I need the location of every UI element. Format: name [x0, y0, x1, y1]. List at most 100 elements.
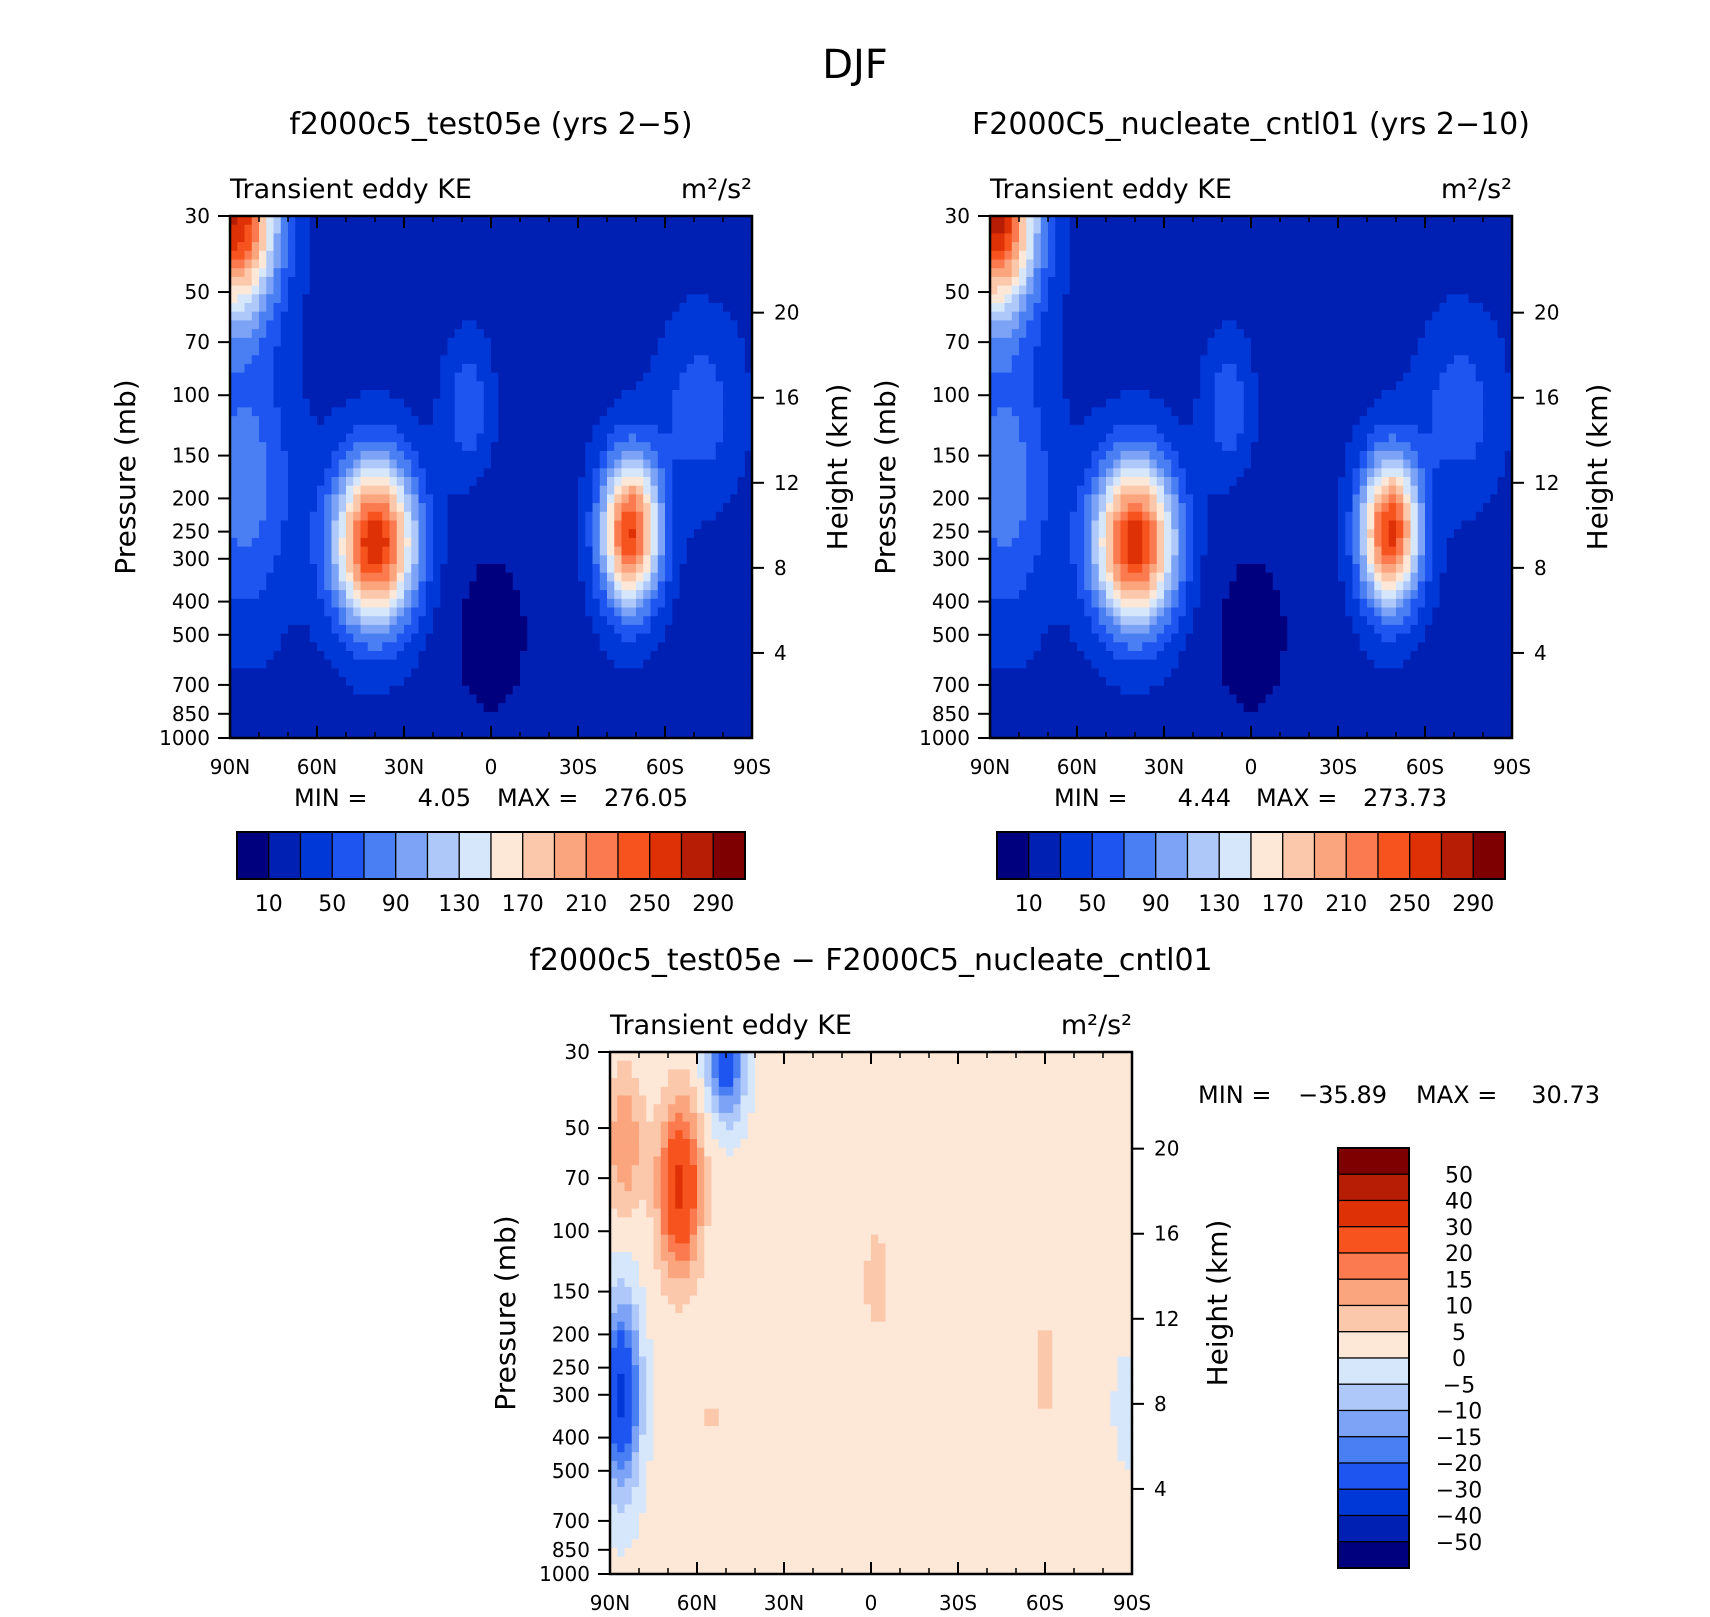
- field-cell: [1403, 250, 1412, 261]
- field-cell: [636, 694, 644, 704]
- field-cell: [570, 303, 579, 313]
- field-cell: [744, 268, 753, 278]
- field-cell: [686, 433, 695, 443]
- field-cell: [1367, 242, 1375, 252]
- field-cell: [382, 363, 391, 374]
- field-cell: [498, 259, 507, 269]
- field-cell: [309, 659, 318, 669]
- field-cell: [483, 468, 492, 478]
- field-cell: [665, 442, 673, 452]
- field-cell: [1446, 259, 1455, 269]
- field-cell: [672, 381, 681, 391]
- field-cell: [447, 216, 456, 226]
- field-cell: [686, 511, 695, 522]
- field-cell: [737, 233, 746, 243]
- field-cell: [556, 337, 565, 348]
- field-cell: [599, 529, 608, 539]
- field-cell: [650, 720, 659, 730]
- field-cell: [628, 616, 637, 626]
- field-cell: [454, 546, 463, 556]
- field-cell: [498, 337, 507, 348]
- field-cell: [585, 276, 594, 287]
- field-cell: [375, 294, 383, 304]
- field-cell: [679, 311, 688, 321]
- field-cell: [556, 633, 565, 643]
- field-cell: [1475, 250, 1484, 261]
- field-cell: [534, 355, 543, 365]
- field-cell: [592, 651, 601, 661]
- field-cell: [744, 485, 753, 495]
- field-cell: [454, 729, 463, 739]
- field-cell: [1222, 268, 1230, 278]
- field-cell: [469, 250, 478, 261]
- field-cell: [541, 477, 550, 487]
- field-cell: [498, 685, 507, 696]
- field-cell: [534, 590, 543, 600]
- field-cell: [251, 729, 260, 739]
- field-cell: [636, 651, 644, 661]
- field-cell: [534, 503, 543, 513]
- field-cell: [679, 537, 688, 548]
- field-cell: [1193, 242, 1201, 252]
- field-cell: [1069, 250, 1078, 261]
- field-cell: [592, 346, 601, 356]
- field-cell: [440, 659, 449, 669]
- field-cell: [251, 564, 260, 574]
- field-cell: [549, 624, 557, 635]
- field-cell: [549, 459, 557, 469]
- field-cell: [650, 590, 659, 600]
- field-cell: [650, 711, 659, 722]
- field-cell: [251, 372, 260, 382]
- field-cell: [317, 529, 325, 539]
- field-cell: [672, 537, 681, 548]
- field-cell: [715, 729, 724, 739]
- field-cell: [556, 346, 565, 356]
- field-cell: [302, 572, 311, 582]
- field-cell: [730, 685, 739, 696]
- field-cell: [1193, 224, 1201, 234]
- field-cell: [686, 607, 695, 617]
- field-cell: [563, 346, 572, 356]
- field-cell: [491, 233, 499, 243]
- field-cell: [578, 651, 586, 661]
- field-cell: [237, 311, 246, 321]
- field-cell: [360, 424, 369, 435]
- field-cell: [309, 268, 318, 278]
- field-cell: [578, 442, 586, 452]
- field-cell: [309, 685, 318, 696]
- field-cell: [367, 703, 376, 713]
- field-cell: [280, 355, 289, 365]
- field-cell: [440, 337, 449, 348]
- field-cell: [244, 624, 253, 635]
- field-cell: [715, 564, 724, 574]
- field-cell: [527, 624, 536, 635]
- field-cell: [694, 546, 702, 556]
- field-cell: [411, 442, 420, 452]
- field-cell: [686, 529, 695, 539]
- field-cell: [295, 659, 304, 669]
- field-cell: [621, 529, 630, 539]
- field-cell: [520, 442, 528, 452]
- field-cell: [476, 555, 485, 565]
- field-cell: [1164, 268, 1172, 278]
- field-cell: [527, 381, 536, 391]
- field-cell: [505, 294, 514, 304]
- field-cell: [491, 624, 499, 635]
- field-cell: [650, 677, 659, 687]
- field-cell: [556, 303, 565, 313]
- field-cell: [563, 459, 572, 469]
- field-cell: [396, 564, 405, 574]
- field-cell: [715, 503, 724, 513]
- field-cell: [317, 442, 325, 452]
- field-cell: [614, 416, 623, 426]
- field-cell: [317, 311, 325, 321]
- field-cell: [1432, 268, 1441, 278]
- field-cell: [737, 224, 746, 234]
- field-cell: [317, 320, 325, 330]
- field-cell: [259, 711, 267, 722]
- field-cell: [353, 590, 362, 600]
- field-cell: [520, 720, 528, 730]
- field-cell: [338, 598, 347, 609]
- field-cell: [1439, 216, 1448, 226]
- field-cell: [1077, 276, 1085, 287]
